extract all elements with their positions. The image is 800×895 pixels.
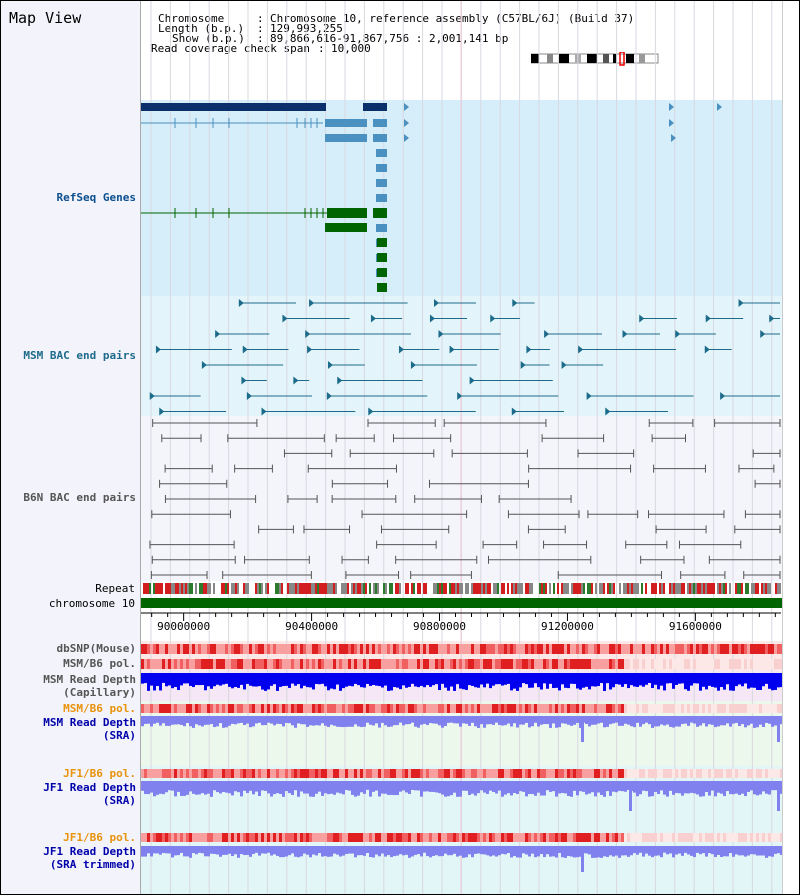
repeat-label: Repeat (95, 582, 135, 595)
gene-exon (377, 238, 387, 247)
gene-arrow (404, 134, 409, 142)
gene-exon (325, 223, 367, 232)
coverage-key: Read coverage check span (151, 42, 310, 55)
axis-tick-label: 90400000 (285, 620, 339, 633)
length-sep: : (257, 22, 264, 35)
gene-arrow (404, 119, 409, 127)
length-key: Length (b.p.) (158, 22, 245, 35)
gene-exon (373, 134, 387, 142)
gene-exon (376, 224, 387, 232)
ideogram-position-marker (619, 52, 625, 66)
grid-lines (150, 1, 773, 894)
show-value: 89,866,616-91,867,756 : 2,001,141 bp (270, 32, 509, 45)
gene-exon (376, 149, 387, 157)
b6n-bac-label[interactable]: B6N BAC end pairs (23, 491, 136, 504)
gene-exon (376, 164, 387, 172)
polymorphism-depth-tracks (141, 644, 782, 872)
jf1-b6-pol-2-label[interactable]: JF1/B6 pol. (63, 831, 136, 844)
gene-exon (325, 134, 367, 142)
axis-tick-label: 90000000 (157, 620, 211, 633)
msm-b6-pol-label[interactable]: MSM/B6 pol. (63, 657, 136, 670)
gene-arrow (669, 103, 674, 111)
b6n-bac-track (149, 419, 781, 579)
gene-exon (379, 283, 387, 292)
msm-read-depth-sra-label[interactable]: MSM Read Depth (SRA) (43, 716, 136, 742)
msm-read-depth-capillary-label[interactable]: MSM Read Depth (Capillary) (43, 673, 136, 699)
coverage-sep: : (318, 42, 325, 55)
repeat-track (143, 583, 781, 594)
axis-tick-label: 91200000 (540, 620, 594, 633)
page-title: Map View (9, 9, 82, 27)
axis-tick-label: 90800000 (413, 620, 466, 633)
show-key: Show (b.p.) (172, 32, 245, 45)
refseq-genes-label[interactable]: RefSeq Genes (56, 191, 136, 204)
axis-tick-label: 91600000 (668, 620, 722, 633)
gene-arrow (669, 119, 674, 127)
gene-exon (377, 253, 387, 262)
msm-b6-pol-2-label[interactable]: MSM/B6 pol. (63, 702, 136, 715)
gene-exon (376, 179, 387, 187)
chromosome-value: Chromosome 10, reference assembly (C57BL… (270, 12, 635, 25)
jf1-read-depth-sra-label[interactable]: JF1 Read Depth (SRA) (43, 781, 136, 807)
msm-bac-track (149, 299, 780, 416)
jf1-b6-pol-label[interactable]: JF1/B6 pol. (63, 767, 136, 780)
gene-arrow (404, 103, 409, 111)
gene-exon (373, 208, 387, 218)
gene-exon (373, 119, 387, 127)
chromosome-bar (141, 598, 782, 608)
dbsnp-label[interactable]: dbSNP(Mouse) (56, 642, 136, 655)
gene-exon (377, 268, 387, 277)
position-axis (141, 612, 781, 621)
coverage-value: 10,000 (331, 42, 371, 55)
gene-exon (376, 194, 387, 202)
refseq-genes-track (141, 103, 722, 292)
chromosome-label: chromosome 10 (48, 597, 135, 610)
gene-arrow (671, 134, 676, 142)
show-sep: : (257, 32, 264, 45)
vertical-scrollbar[interactable] (782, 1, 799, 894)
gene-block (363, 103, 387, 111)
gene-exon (327, 208, 367, 218)
gene-exon (325, 119, 367, 127)
msm-bac-label[interactable]: MSM BAC end pairs (23, 349, 136, 362)
chromosome-sep: : (257, 12, 264, 25)
gene-block (141, 103, 326, 111)
chromosome-key: Chromosome (158, 12, 225, 25)
genome-track-canvas[interactable] (141, 1, 782, 894)
gene-arrow (717, 103, 722, 111)
jf1-read-depth-trimmed-label[interactable]: JF1 Read Depth (SRA trimmed) (43, 845, 136, 871)
track-label-column (1, 1, 141, 894)
